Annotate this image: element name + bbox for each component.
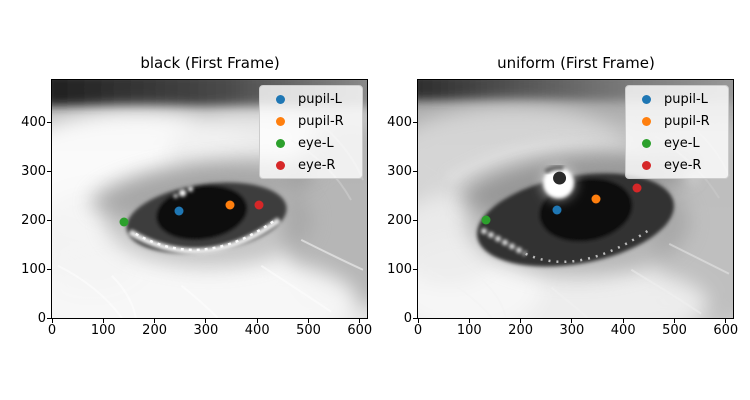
y-tick-mark [413, 122, 417, 124]
y-tick-mark [47, 317, 51, 319]
legend-row: pupil-R [626, 110, 728, 132]
legend-box: pupil-L pupil-R eye-L eye-R [625, 85, 729, 179]
axes-frame: pupil-L pupil-R eye-L eye-R [51, 79, 368, 319]
y-tick-mark [47, 268, 51, 270]
x-tick-label: 200 [508, 323, 533, 338]
legend-label: eye-L [298, 135, 334, 151]
x-tick-label: 300 [193, 323, 219, 338]
legend-label: eye-L [664, 135, 700, 151]
y-tick-mark [413, 171, 417, 173]
x-tick-mark [51, 319, 53, 323]
x-tick-mark [468, 319, 470, 323]
legend-label: pupil-L [664, 91, 708, 107]
x-tick-label: 100 [90, 323, 116, 338]
x-tick-label: 500 [662, 323, 687, 338]
x-tick-label: 400 [610, 323, 636, 338]
x-tick-mark [154, 319, 156, 323]
scatter-point-pupil-L [174, 206, 184, 216]
axes-frame: pupil-L pupil-R eye-L eye-R [417, 79, 734, 319]
y-tick-mark [413, 268, 417, 270]
legend-row: eye-L [626, 132, 728, 154]
x-tick-label: 0 [47, 323, 57, 338]
x-tick-label: 300 [559, 323, 585, 338]
scatter-point-eye-L [481, 215, 491, 225]
y-tick-mark [413, 317, 417, 319]
legend-row: pupil-L [626, 88, 728, 110]
x-tick-label: 400 [244, 323, 270, 338]
y-tick-label: 300 [21, 164, 46, 180]
y-tick-label: 200 [21, 212, 46, 228]
x-tick-mark [674, 319, 675, 323]
x-tick-label: 0 [413, 323, 423, 338]
x-tick-mark [359, 319, 361, 323]
legend-marker-icon [276, 160, 285, 170]
x-tick-mark [417, 319, 419, 323]
x-tick-label: 600 [347, 323, 373, 338]
legend-marker-icon [642, 94, 651, 104]
y-tick-label: 0 [403, 310, 412, 326]
scatter-point-pupil-R [225, 200, 235, 210]
y-tick-label: 400 [387, 115, 412, 131]
y-tick-mark [47, 171, 51, 173]
legend-marker-icon [276, 94, 285, 104]
x-tick-mark [571, 319, 573, 323]
legend-label: pupil-R [664, 113, 710, 129]
legend-row: eye-L [260, 132, 362, 154]
legend-box: pupil-L pupil-R eye-L eye-R [259, 85, 363, 179]
y-tick-mark [47, 219, 51, 221]
x-tick-mark [725, 319, 727, 323]
plot-title: uniform (First Frame) [497, 54, 655, 72]
y-tick-label: 0 [37, 310, 46, 326]
legend-row: pupil-R [260, 110, 362, 132]
y-tick-mark [47, 122, 51, 124]
x-tick-mark [622, 319, 624, 323]
y-tick-label: 300 [387, 164, 412, 180]
legend-label: pupil-L [298, 91, 342, 107]
x-tick-mark [102, 319, 104, 323]
legend-marker-icon [642, 138, 651, 148]
scatter-point-eye-L [119, 217, 129, 227]
legend-label: eye-R [664, 157, 702, 173]
x-tick-mark [520, 319, 522, 323]
subplot-black: black (First Frame) [21, 0, 372, 400]
x-tick-mark [205, 319, 207, 323]
scatter-point-pupil-L [552, 205, 562, 215]
legend-label: pupil-R [298, 113, 344, 129]
legend-label: eye-R [298, 157, 336, 173]
y-tick-mark [413, 219, 417, 221]
legend-row: eye-R [260, 154, 362, 176]
markers-layer [418, 80, 733, 318]
subplot-uniform: uniform (First Frame) [387, 0, 738, 400]
x-tick-mark [308, 319, 309, 323]
scatter-point-eye-R [632, 183, 642, 193]
legend-marker-icon [642, 160, 651, 170]
y-tick-label: 100 [21, 261, 46, 277]
x-tick-label: 500 [296, 323, 321, 338]
y-tick-label: 100 [387, 261, 412, 277]
markers-layer [52, 80, 367, 318]
legend-row: pupil-L [260, 88, 362, 110]
y-tick-label: 200 [387, 212, 412, 228]
legend-marker-icon [276, 116, 285, 126]
scatter-point-eye-R [254, 200, 264, 210]
legend-marker-icon [642, 116, 651, 126]
legend-marker-icon [276, 138, 285, 148]
y-tick-label: 400 [21, 115, 46, 131]
x-tick-label: 200 [142, 323, 167, 338]
x-tick-label: 100 [456, 323, 482, 338]
plot-title: black (First Frame) [140, 54, 280, 72]
legend-row: eye-R [626, 154, 728, 176]
x-tick-mark [256, 319, 258, 323]
x-tick-label: 600 [713, 323, 739, 338]
scatter-point-pupil-R [591, 194, 600, 203]
